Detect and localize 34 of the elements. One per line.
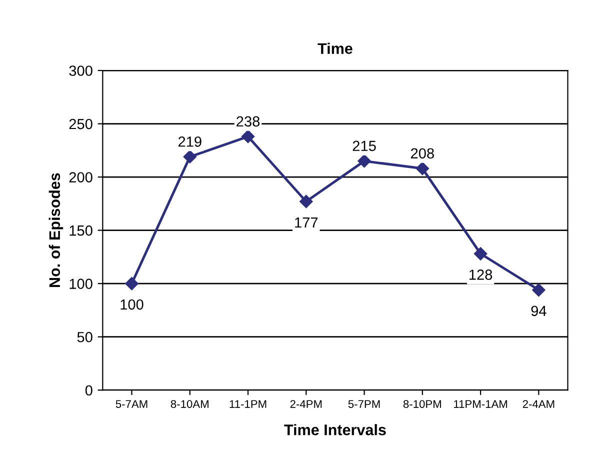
data-label: 94 [531,306,546,316]
data-label: 219 [178,136,202,147]
y-axis-title: No. of Episodes [48,173,64,287]
point [358,154,371,168]
data-label: 238 [236,116,260,127]
y-tick-label: 100 [70,278,92,289]
y-tick-label: 150 [70,225,92,236]
y-tick-label: 0 [85,385,92,396]
y-tick-label: 200 [69,172,92,182]
data-label: 177 [295,217,318,228]
data-label: 208 [410,148,434,159]
point [532,283,546,297]
x-tick-label: 2-4PM [290,400,322,408]
x-tick-label: 8-10PM [403,400,441,408]
data-label: 128 [470,270,492,280]
point [241,130,255,144]
y-tick-label: 300 [69,66,92,76]
data-label: 100 [120,299,144,310]
x-tick-label: 5-7PM [348,400,380,408]
chart-title: Time [318,42,352,54]
y-tick-label: 250 [69,118,92,130]
point [300,194,313,208]
data-label: 215 [352,140,376,152]
x-tick-label: 2-4AM [522,400,554,408]
x-axis-title: Time Intervals [284,424,386,436]
point [474,247,488,260]
y-tick-label: 50 [77,332,92,342]
point [416,162,430,176]
x-tick-label: 11PM-1AM [454,400,508,408]
x-tick-label: 8-10AM [170,400,208,408]
x-tick-label: 5-7AM [116,400,148,408]
x-tick-label: 11-1PM [230,400,266,408]
point [125,276,138,290]
point [183,150,196,164]
